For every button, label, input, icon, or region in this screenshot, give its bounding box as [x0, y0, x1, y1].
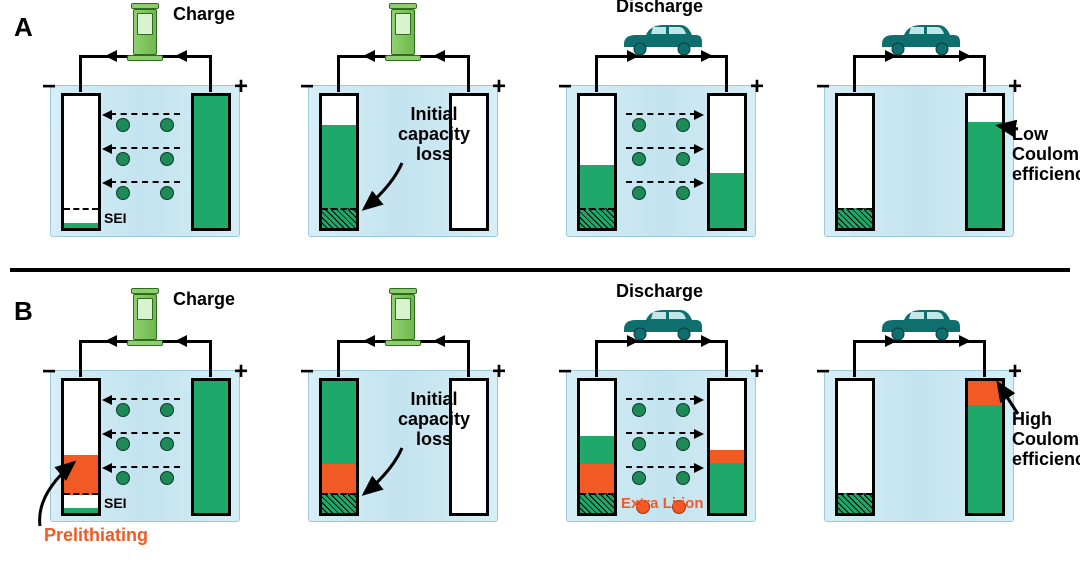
- row-divider: [10, 268, 1070, 272]
- cell-A-3: −+ Discharge: [566, 5, 798, 240]
- terminal-minus: −: [558, 358, 572, 386]
- anode-electrode: [577, 378, 617, 516]
- cell-B-2: −+Initialcapacityloss: [308, 290, 540, 525]
- arrow-icon: [308, 5, 540, 240]
- charger-icon: [125, 3, 165, 61]
- discharge-label: Discharge: [616, 0, 703, 17]
- terminal-minus: −: [42, 73, 56, 101]
- cell-B-3: −+ DischargeExtra Li-ion: [566, 290, 798, 525]
- cathode-electrode: [707, 378, 747, 516]
- terminal-minus: −: [558, 73, 572, 101]
- cell-B-4: −+ HighCoulombicefficiency: [824, 290, 1056, 525]
- arrow-icon: [30, 290, 230, 555]
- arrow-icon: [824, 5, 1080, 240]
- ion-flow: [622, 105, 700, 205]
- cathode-electrode: [191, 93, 231, 231]
- extra-li-label: Extra Li-ion: [621, 496, 704, 513]
- charge-label: Charge: [173, 5, 235, 25]
- arrow-icon: [308, 290, 540, 525]
- ion-flow: [622, 390, 700, 490]
- terminal-plus: +: [750, 358, 764, 386]
- terminal-plus: +: [234, 73, 248, 101]
- terminal-plus: +: [750, 73, 764, 101]
- cell-A-1: SEI−+Charge: [50, 5, 282, 240]
- cathode-electrode: [707, 93, 747, 231]
- anode-electrode: [61, 93, 101, 231]
- anode-electrode: [577, 93, 617, 231]
- figure-root: ABSEI−+Charge−+Initialcapacityloss −+ Di…: [0, 0, 1080, 565]
- discharge-label: Discharge: [616, 282, 703, 302]
- cell-A-4: −+ LowCoulombicefficiency: [824, 5, 1056, 240]
- terminal-plus: +: [234, 358, 248, 386]
- sei-label: SEI: [104, 210, 127, 226]
- arrow-icon: [824, 290, 1080, 525]
- cell-B-1: SEI−+ChargePrelithiating: [50, 290, 282, 525]
- cell-A-2: −+Initialcapacityloss: [308, 5, 540, 240]
- panel-label-A: A: [14, 12, 33, 43]
- ion-flow: [106, 105, 184, 205]
